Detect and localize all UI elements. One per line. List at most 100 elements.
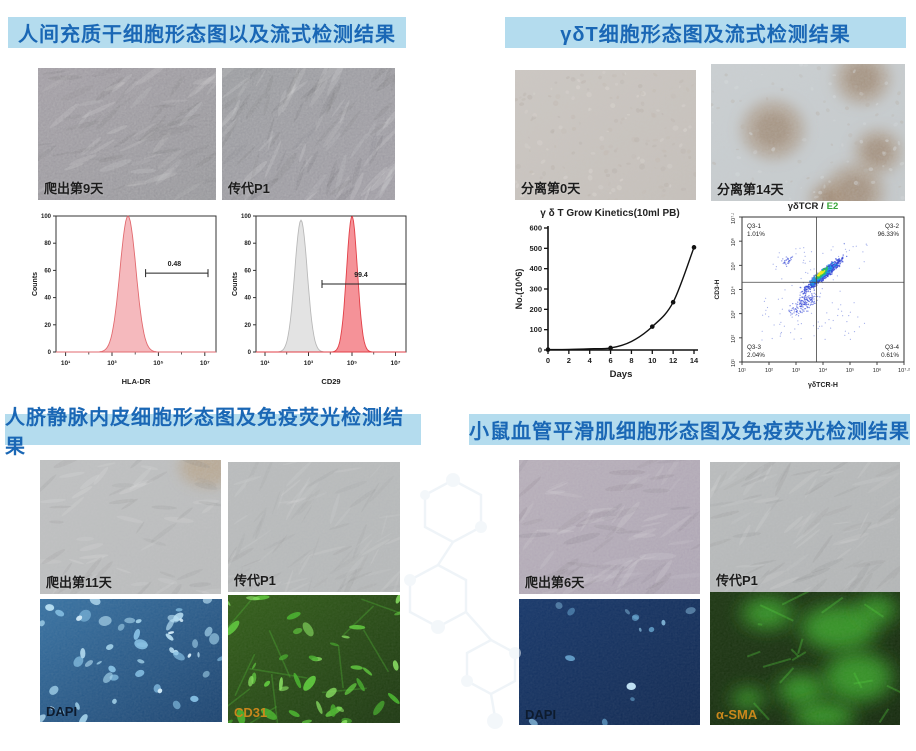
svg-text:Q3-1: Q3-1 (747, 223, 761, 230)
svg-text:γδTCR-H: γδTCR-H (808, 382, 838, 389)
micrograph-smc-p1: 传代P1 (710, 462, 900, 592)
svg-text:200: 200 (529, 305, 542, 314)
micrograph-huvec-day11-image (40, 460, 221, 594)
micrograph-smc-p1-image (710, 462, 900, 592)
fluorescence-huvec-dapi: DAPI (40, 599, 222, 722)
svg-text:CD29: CD29 (321, 377, 340, 386)
svg-text:80: 80 (244, 241, 251, 247)
facs-title-accent: E2 (826, 201, 839, 212)
molecule-watermark (404, 473, 521, 729)
svg-text:40: 40 (44, 296, 51, 302)
svg-text:1.01%: 1.01% (747, 231, 765, 238)
svg-text:96.33%: 96.33% (878, 231, 900, 238)
fluorescence-label: CD31 (234, 705, 268, 720)
svg-text:10⁴: 10⁴ (730, 286, 737, 295)
svg-text:2.04%: 2.04% (747, 352, 765, 359)
chart-hla-dr-histogram: 0 20 40 60 80 100 Counts 10¹ 10³ 10⁵ 10⁷ HLA-DR 0.48 (28, 210, 226, 388)
svg-text:12: 12 (669, 356, 677, 365)
panel-title-msc: 人间充质干细胞形态图以及流式检测结果 (8, 17, 406, 48)
svg-text:10⁵: 10⁵ (846, 367, 855, 374)
svg-text:100: 100 (41, 214, 52, 220)
micrograph-msc-p1: 传代P1 (222, 68, 395, 200)
micrograph-msc-p1-image (222, 68, 395, 200)
svg-text:10¹: 10¹ (61, 360, 70, 367)
fluorescence-smc-asma: α-SMA (710, 592, 900, 725)
svg-text:10²: 10² (731, 335, 737, 343)
svg-text:0: 0 (546, 356, 550, 365)
svg-text:10⁷: 10⁷ (391, 360, 401, 367)
svg-text:60: 60 (244, 268, 251, 274)
micrograph-msc-day9: 爬出第9天 (38, 68, 216, 200)
micrograph-label: 分离第14天 (717, 182, 784, 197)
svg-text:10¹: 10¹ (260, 360, 269, 367)
facs-scatter-title: γδTCR / E2 (712, 200, 914, 213)
svg-text:10³: 10³ (792, 368, 800, 374)
facs-title-main: γδTCR / (787, 201, 824, 212)
svg-text:10⁷·²: 10⁷·² (730, 213, 737, 224)
svg-text:100: 100 (241, 214, 252, 220)
svg-text:80: 80 (44, 241, 51, 247)
svg-text:4: 4 (588, 356, 593, 365)
svg-text:10⁶: 10⁶ (730, 238, 737, 247)
svg-text:20: 20 (244, 323, 251, 329)
fluorescence-smc-dapi-image (519, 599, 700, 725)
svg-text:10⁷: 10⁷ (200, 360, 210, 367)
svg-text:HLA-DR: HLA-DR (122, 377, 151, 386)
svg-text:10⁶: 10⁶ (873, 367, 882, 374)
panel-title-smc: 小鼠血管平滑肌细胞形态图及免疫荧光检测结果 (469, 414, 910, 445)
fluorescence-label: DAPI (46, 704, 78, 719)
micrograph-gdt-day14-image (711, 64, 905, 201)
svg-text:2: 2 (567, 356, 571, 365)
micrograph-gdt-day0: 分离第0天 (515, 70, 696, 200)
micrograph-huvec-day11: 爬出第11天 (40, 460, 221, 594)
fluorescence-huvec-cd31-image (228, 595, 400, 723)
svg-text:10⁴: 10⁴ (819, 367, 828, 374)
panel-title-msc-text: 人间充质干细胞形态图以及流式检测结果 (18, 24, 396, 46)
svg-text:14: 14 (690, 356, 699, 365)
micrograph-gdt-day0-image (515, 70, 696, 200)
svg-text:100: 100 (529, 325, 542, 334)
svg-text:Counts: Counts (32, 272, 39, 296)
micrograph-huvec-p1: 传代P1 (228, 462, 400, 592)
chart-growth-kinetics: γ δ T Grow Kinetics(10ml PB) 0 100 200 300 40… (512, 202, 708, 390)
svg-text:20: 20 (44, 323, 51, 329)
svg-text:10⁵: 10⁵ (153, 360, 163, 367)
fluorescence-huvec-cd31: CD31 (228, 595, 400, 723)
fluorescence-huvec-dapi-image (40, 599, 222, 722)
svg-text:10⁵: 10⁵ (730, 262, 737, 271)
svg-text:0: 0 (248, 350, 252, 356)
svg-text:0: 0 (48, 350, 52, 356)
panel-title-smc-text: 小鼠血管平滑肌细胞形态图及免疫荧光检测结果 (469, 421, 910, 443)
cd29-histogram-svg: 0 20 40 60 80 100 Counts 10¹ 10³ 10⁵ 10⁷ CD29 99.4 (232, 214, 407, 386)
micrograph-label: 爬出第9天 (44, 181, 104, 196)
svg-text:8: 8 (629, 356, 633, 365)
fluorescence-label: α-SMA (716, 707, 758, 722)
svg-text:No.(10^6): No.(10^6) (514, 269, 524, 310)
micrograph-gdt-day14: 分离第14天 (711, 64, 905, 201)
micrograph-label: 爬出第11天 (46, 575, 112, 590)
svg-text:10¹: 10¹ (731, 359, 737, 367)
svg-text:10³: 10³ (107, 360, 117, 367)
svg-text:Q3-4: Q3-4 (885, 344, 899, 351)
svg-text:60: 60 (44, 268, 51, 274)
svg-text:γ δ T Grow Kinetics(10ml PB): γ δ T Grow Kinetics(10ml PB) (540, 208, 679, 219)
panel-title-gdt: γδT细胞形态图及流式检测结果 (505, 17, 906, 48)
hla-dr-histogram-svg: 0 20 40 60 80 100 Counts 10¹ 10³ 10⁵ 10⁷ HLA-DR 0.48 (32, 214, 217, 386)
chart-facs-scatter: γδTCR / E2 10¹ 10¹ 10² 10² 10³ 10³ 10⁴ 10⁴ 10⁵ 10… (712, 200, 914, 390)
svg-text:10: 10 (648, 356, 656, 365)
fluorescence-smc-asma-image (710, 592, 900, 725)
svg-text:0.61%: 0.61% (881, 352, 899, 359)
panel-title-gdt-text: γδT细胞形态图及流式检测结果 (560, 24, 851, 46)
svg-text:40: 40 (244, 296, 251, 302)
svg-text:99.4: 99.4 (354, 272, 368, 279)
svg-text:10¹: 10¹ (738, 368, 746, 374)
svg-text:CD3-H: CD3-H (714, 279, 721, 299)
svg-text:600: 600 (529, 224, 542, 233)
micrograph-smc-day6: 爬出第6天 (519, 460, 700, 594)
micrograph-smc-day6-image (519, 460, 700, 594)
micrograph-label: 传代P1 (228, 181, 270, 196)
svg-text:10³: 10³ (731, 310, 737, 318)
svg-text:Q3-3: Q3-3 (747, 344, 761, 351)
svg-text:Q3-2: Q3-2 (885, 223, 899, 230)
